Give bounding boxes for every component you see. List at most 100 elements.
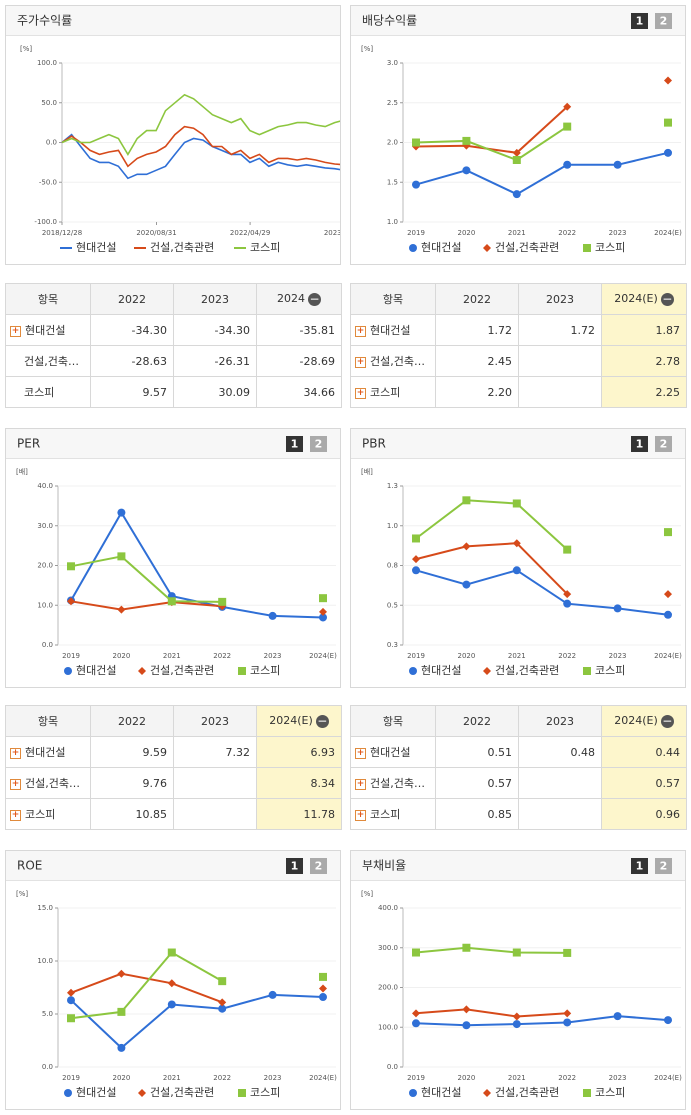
page-button[interactable] [655, 13, 672, 29]
table-row: + 코스피 10.85 11.78 [5, 798, 342, 830]
table-cell: + 코스피 [5, 798, 91, 830]
marker [268, 611, 277, 620]
header-text: 2024 [277, 292, 305, 306]
expand-button[interactable]: + [355, 809, 366, 821]
page-button[interactable] [286, 436, 303, 452]
table-cell: 0.96 [601, 798, 687, 830]
y-tick-label: 2.0 [387, 139, 398, 147]
table-row: + 건설,건축… 0.57 0.57 [350, 767, 687, 799]
cell-value: -34.30 [214, 323, 250, 337]
chart-title: 부채비율 [362, 859, 406, 873]
expand-button[interactable]: + [10, 747, 21, 759]
table-cell: 8.34 [256, 767, 342, 799]
chart: PER 1 2 [배] 0.0 10.0 20.0 30.0 40.0 2019 2020 2021 2… [6, 429, 340, 677]
data-table: 항목 2022 2023 2024(E) − + 현대건설 0.51 0.48 0.44 + 건설,건… [350, 705, 687, 830]
header-text: 2022 [463, 714, 491, 728]
x-tick-label: 2022 [213, 1074, 231, 1082]
marker [483, 1089, 491, 1097]
y-tick-label: 10.0 [37, 957, 53, 965]
marker [563, 160, 572, 169]
expand-button[interactable]: + [10, 778, 21, 790]
expand-button[interactable]: + [355, 356, 366, 368]
chart-title: PBR [362, 437, 386, 451]
marker [563, 1009, 572, 1018]
header-text: 항목 [382, 715, 404, 728]
marker [462, 1005, 471, 1014]
unit-label: [%] [361, 890, 373, 898]
table-cell: 1.87 [601, 314, 687, 346]
page-button[interactable] [631, 858, 648, 874]
header-cell: 2022 [435, 705, 519, 737]
marker [412, 180, 420, 189]
legend-label: 현대건설 [421, 1086, 461, 1099]
cell-value: 34.66 [303, 385, 336, 399]
page-button[interactable] [655, 436, 672, 452]
expand-button[interactable]: + [10, 809, 21, 821]
collapse-button[interactable]: − [660, 291, 674, 306]
collapse-button[interactable]: − [660, 713, 674, 728]
marker [563, 599, 572, 608]
legend-label: 현대건설 [76, 241, 116, 254]
marker [167, 597, 176, 606]
expand-button[interactable]: + [355, 387, 366, 399]
y-tick-label: 200.0 [378, 984, 398, 992]
expand-button[interactable]: + [355, 325, 366, 337]
series-line [416, 123, 668, 160]
cell-value: -35.81 [299, 323, 335, 337]
header-text: 2022 [118, 714, 146, 728]
chart-panel: PER 1 2 [배] 0.0 10.0 20.0 30.0 40.0 2019 2020 2021 2… [5, 428, 341, 688]
page-button[interactable] [286, 858, 303, 874]
table-cell: 0.85 [435, 798, 519, 830]
table-cell: 11.78 [256, 798, 342, 830]
chart-panel: 배당수익률 1 2 [%] 1.0 1.5 2.0 2.5 3.0 2019 2020 2021 202… [350, 5, 686, 265]
page-button-label: 2 [660, 15, 668, 28]
x-tick-label: 2021 [508, 1074, 526, 1082]
header-cell: 항목 [350, 283, 436, 315]
row-name: 현대건설 [25, 324, 66, 337]
x-tick-label: 2022 [558, 229, 576, 237]
marker [218, 1004, 227, 1013]
table-row: + 코스피 2.20 2.25 [350, 376, 687, 408]
expand-button[interactable]: + [10, 325, 21, 337]
expand-button[interactable]: + [355, 747, 366, 759]
page-button[interactable] [310, 436, 327, 452]
collapse-button[interactable]: − [308, 291, 321, 306]
table-cell: 2.45 [435, 345, 519, 377]
y-tick-label: 2.5 [387, 99, 398, 107]
page-button[interactable] [631, 13, 648, 29]
page-button-label: 1 [291, 438, 299, 451]
series-line [71, 974, 323, 1003]
table-cell: + 건설,건축… [5, 767, 91, 799]
title-bar [6, 6, 340, 35]
series-line [415, 1008, 568, 1018]
header-text: 2024(E) [614, 714, 658, 728]
table-cell: -28.69 [256, 345, 342, 377]
table-cell: + 건설,건축… [350, 767, 436, 799]
collapse-button[interactable]: − [315, 713, 329, 728]
x-tick-label: 2021 [163, 652, 181, 660]
chart: 배당수익률 1 2 [%] 1.0 1.5 2.0 2.5 3.0 2019 2020 2021 202… [351, 6, 685, 254]
row-name: 코스피 [370, 808, 401, 821]
page-button[interactable] [310, 858, 327, 874]
marker [483, 667, 491, 675]
table-cell: 34.66 [256, 376, 342, 408]
header-text: 2023 [201, 292, 229, 306]
header-cell: 항목 [5, 283, 91, 315]
marker [238, 1089, 246, 1097]
table-cell: 0.57 [435, 767, 519, 799]
marker [462, 943, 471, 952]
expand-button[interactable]: + [355, 778, 366, 790]
y-tick-label: 0.0 [387, 1063, 398, 1071]
header-text: 2022 [463, 292, 491, 306]
cell-value: 0.48 [570, 745, 596, 759]
marker [512, 1020, 521, 1029]
page-button-label: 1 [636, 15, 644, 28]
y-tick-label: 1.3 [387, 482, 398, 490]
cell-value: 9.57 [142, 385, 168, 399]
y-tick-label: 1.0 [387, 522, 398, 530]
page-button[interactable] [655, 858, 672, 874]
marker [512, 948, 521, 957]
page-button[interactable] [631, 436, 648, 452]
cell-value: -26.31 [214, 354, 250, 368]
unit-label: [배] [16, 467, 28, 476]
